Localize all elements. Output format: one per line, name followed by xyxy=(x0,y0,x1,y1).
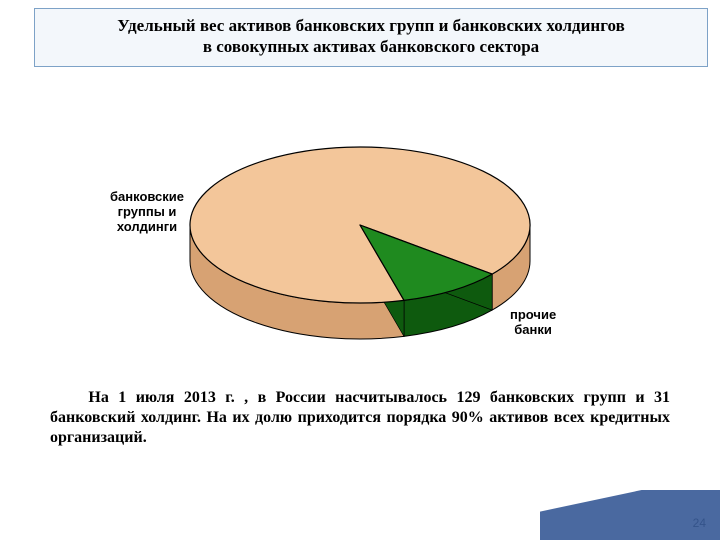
slide-title: Удельный вес активов банковских групп и … xyxy=(34,8,708,67)
page-number: 24 xyxy=(693,516,706,530)
slide: Удельный вес активов банковских групп и … xyxy=(0,0,720,540)
pie-chart: банковские группы и холдингипрочие банки xyxy=(120,90,600,360)
body-text: На 1 июля 2013 г. , в России насчитывало… xyxy=(50,389,670,446)
pie-label-groups_holdings: банковские группы и холдинги xyxy=(110,190,184,235)
corner-decoration xyxy=(540,490,720,540)
body-paragraph: На 1 июля 2013 г. , в России насчитывало… xyxy=(50,388,670,448)
title-line-2: в совокупных активах банковского сектора xyxy=(203,37,539,56)
pie-label-other_banks: прочие банки xyxy=(510,308,556,338)
title-line-1: Удельный вес активов банковских групп и … xyxy=(117,16,625,35)
